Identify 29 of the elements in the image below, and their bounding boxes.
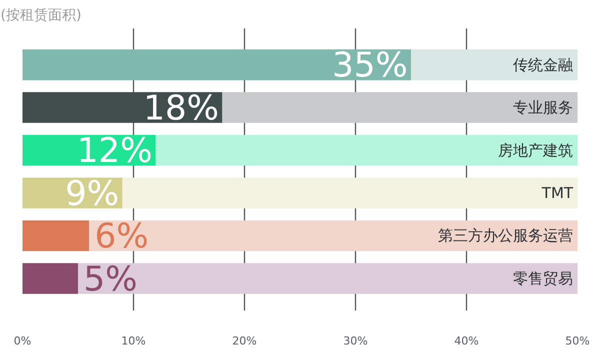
bar <box>22 92 222 123</box>
x-tick-label: 20% <box>232 334 257 348</box>
data-label: 12% <box>76 131 152 172</box>
bar <box>22 220 90 252</box>
bar <box>156 134 578 166</box>
y-tick-label: 零售贸易 <box>513 269 574 288</box>
y-tick-label: 专业服务 <box>513 98 574 117</box>
bar <box>78 263 578 294</box>
y-tick-label: 传统金融 <box>513 56 574 74</box>
data-label: 9% <box>65 174 120 214</box>
x-tick-label: 50% <box>565 334 590 348</box>
x-tick-label: 0% <box>14 334 32 348</box>
bar <box>122 178 578 208</box>
bar <box>22 49 411 80</box>
data-label: 5% <box>84 259 138 300</box>
x-tick-label: 40% <box>454 334 479 348</box>
y-tick-label: TMT <box>540 184 574 202</box>
data-label: 18% <box>143 88 219 128</box>
bar <box>22 263 78 294</box>
x-tick-label: 10% <box>121 334 146 348</box>
chart-title: (按租赁面积) <box>0 8 82 24</box>
y-tick-label: 房地产建筑 <box>498 141 574 160</box>
x-tick-label: 30% <box>343 334 368 348</box>
bar <box>222 92 578 123</box>
bar <box>411 49 578 80</box>
y-tick-label: 第三方办公服务运营 <box>438 226 574 245</box>
bar <box>89 220 578 252</box>
data-label: 35% <box>332 46 408 86</box>
data-label: 6% <box>94 216 149 257</box>
